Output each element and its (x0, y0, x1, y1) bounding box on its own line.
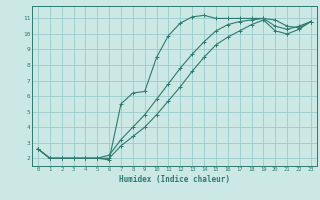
X-axis label: Humidex (Indice chaleur): Humidex (Indice chaleur) (119, 175, 230, 184)
